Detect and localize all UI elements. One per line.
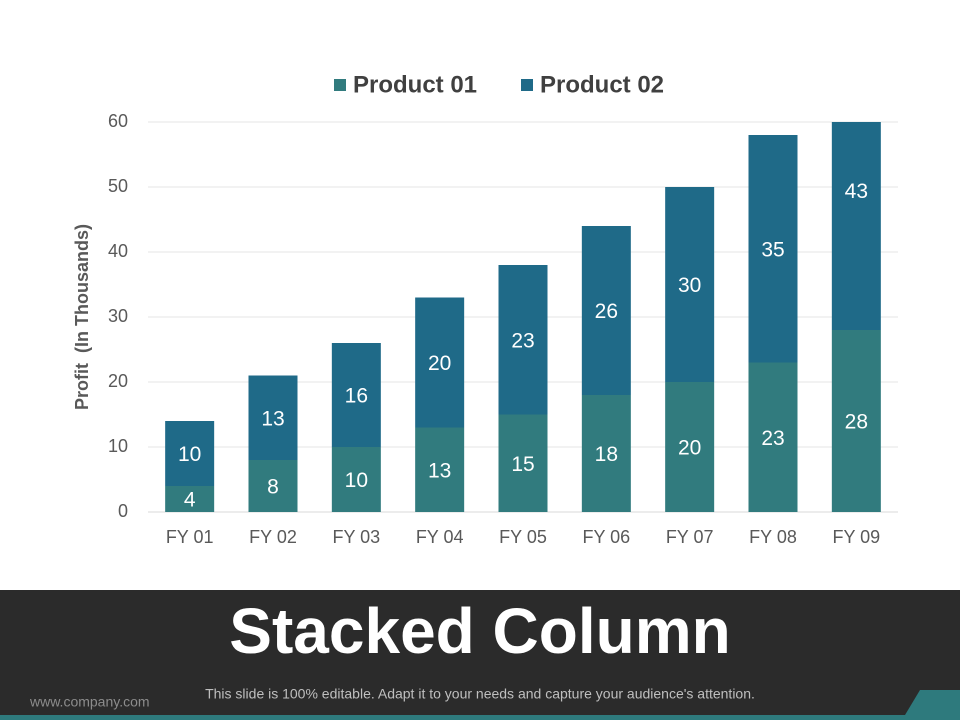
data-label: 8 bbox=[267, 476, 279, 499]
x-tick-label: FY 06 bbox=[582, 527, 630, 547]
data-label: 23 bbox=[761, 427, 784, 450]
data-label: 10 bbox=[178, 443, 201, 466]
slide-title: Stacked Column bbox=[229, 595, 730, 667]
footer-line bbox=[0, 715, 960, 720]
bar-segment bbox=[331, 343, 381, 447]
bar-segment bbox=[165, 421, 215, 486]
x-tick-label: FY 09 bbox=[832, 527, 880, 547]
x-tick-label: FY 05 bbox=[499, 527, 547, 547]
data-label: 10 bbox=[345, 469, 368, 492]
legend-label: Product 01 bbox=[353, 71, 477, 98]
data-label: 16 bbox=[345, 385, 368, 408]
bar-segment bbox=[498, 414, 548, 512]
footer-text: This slide is 100% editable. Adapt it to… bbox=[205, 686, 755, 702]
data-label: 13 bbox=[428, 459, 451, 482]
legend-marker bbox=[334, 79, 346, 91]
data-label: 30 bbox=[678, 274, 701, 297]
bar-segment bbox=[665, 382, 715, 512]
data-label: 43 bbox=[845, 180, 868, 203]
x-tick-label: FY 01 bbox=[166, 527, 214, 547]
data-label: 20 bbox=[678, 437, 701, 460]
data-label: 20 bbox=[428, 352, 451, 375]
footer-accent bbox=[905, 690, 960, 715]
data-label: 13 bbox=[261, 407, 284, 430]
x-tick-label: FY 02 bbox=[249, 527, 297, 547]
y-tick-label: 40 bbox=[108, 241, 128, 261]
bar-segment bbox=[498, 265, 548, 415]
y-tick-label: 20 bbox=[108, 371, 128, 391]
bar-segment bbox=[248, 460, 298, 512]
bar-segment bbox=[415, 427, 465, 512]
x-tick-label: FY 04 bbox=[416, 527, 464, 547]
bar-segment bbox=[331, 447, 381, 512]
x-tick-label: FY 08 bbox=[749, 527, 797, 547]
bar-segment bbox=[748, 362, 798, 512]
data-label: 18 bbox=[595, 443, 618, 466]
bar-segment bbox=[665, 187, 715, 382]
data-label: 15 bbox=[511, 453, 534, 476]
data-label: 35 bbox=[761, 238, 784, 261]
bar-segment bbox=[581, 226, 631, 395]
data-label: 23 bbox=[511, 329, 534, 352]
data-label: 28 bbox=[845, 411, 868, 434]
bar-segment bbox=[748, 135, 798, 363]
legend-marker bbox=[521, 79, 533, 91]
plot-area bbox=[165, 122, 881, 512]
y-tick-label: 30 bbox=[108, 306, 128, 326]
data-label: 4 bbox=[184, 489, 196, 512]
data-label: 26 bbox=[595, 300, 618, 323]
y-axis-label: Profit (In Thousands) bbox=[72, 224, 92, 410]
x-tick-label: FY 03 bbox=[332, 527, 380, 547]
y-tick-label: 60 bbox=[108, 111, 128, 131]
x-tick-label: FY 07 bbox=[666, 527, 714, 547]
bar-segment bbox=[831, 122, 881, 330]
footer-band bbox=[0, 590, 960, 720]
website: www.company.com bbox=[29, 694, 150, 710]
bar-segment bbox=[831, 330, 881, 512]
y-tick-label: 10 bbox=[108, 436, 128, 456]
bar-segment bbox=[581, 395, 631, 512]
legend-label: Product 02 bbox=[540, 71, 664, 98]
y-tick-label: 0 bbox=[118, 501, 128, 521]
bar-segment bbox=[165, 486, 215, 512]
bar-segment bbox=[415, 297, 465, 428]
y-tick-label: 50 bbox=[108, 176, 128, 196]
bar-segment bbox=[248, 375, 298, 460]
